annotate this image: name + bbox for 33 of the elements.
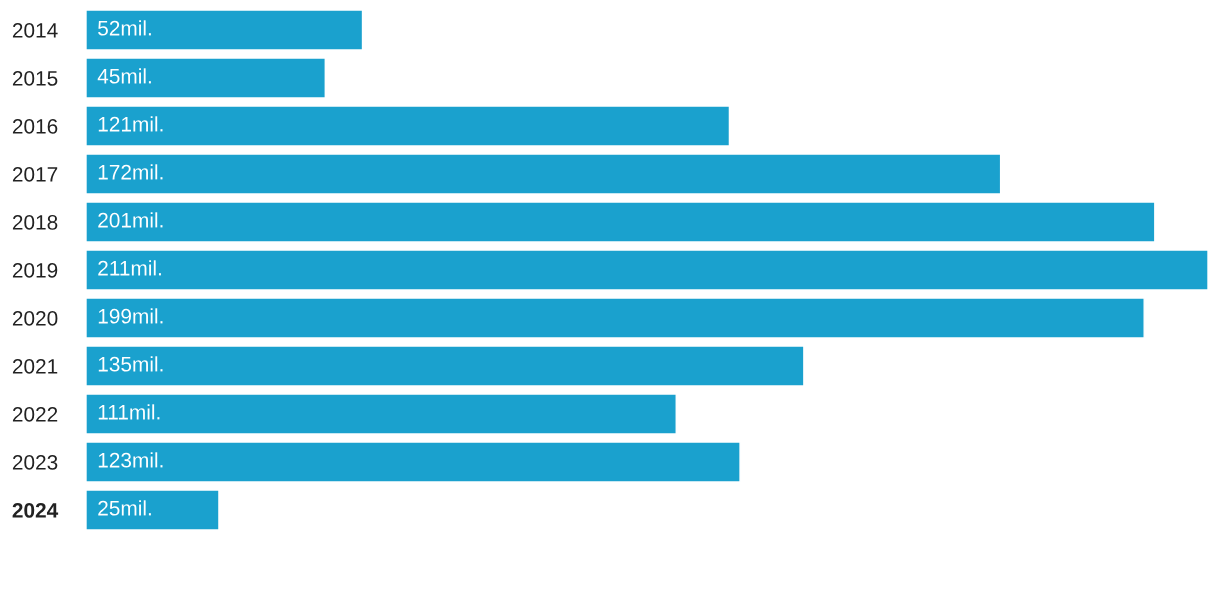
bar [86,201,1156,243]
bar [86,297,1145,339]
data-label: 45mil. [97,68,151,84]
y-tick-label: 2017 [12,167,58,182]
data-label: 25mil. [98,500,151,516]
data-label: 199mil. [98,308,163,324]
bar [86,345,805,387]
data-label: 172mil. [98,164,163,180]
bar [86,441,741,483]
data-label: 123mil. [98,452,163,468]
bar [86,105,731,147]
y-tick-label: 2015 [12,71,58,86]
bar [86,393,677,435]
bar [86,9,364,51]
y-tick-label: 2020 [12,311,58,326]
data-label: 111mil. [98,404,160,420]
bar [86,57,326,99]
data-label: 135mil. [98,356,163,372]
bar [86,489,220,531]
y-tick-label: 2019 [12,263,58,278]
data-label: 201mil. [98,212,163,228]
y-tick-label: 2014 [12,23,58,38]
data-label: 52mil. [98,20,151,36]
y-tick-label: 2018 [12,215,58,230]
y-tick-label: 2023 [12,455,58,470]
bar [86,249,1208,291]
bar [86,153,1002,195]
y-tick-label: 2021 [12,359,58,374]
y-tick-label: 2022 [12,407,58,422]
data-label: 211mil. [98,260,161,276]
y-tick-label: 2024 [12,503,59,518]
data-label: 121mil. [98,116,163,132]
y-tick-label: 2016 [12,119,58,134]
